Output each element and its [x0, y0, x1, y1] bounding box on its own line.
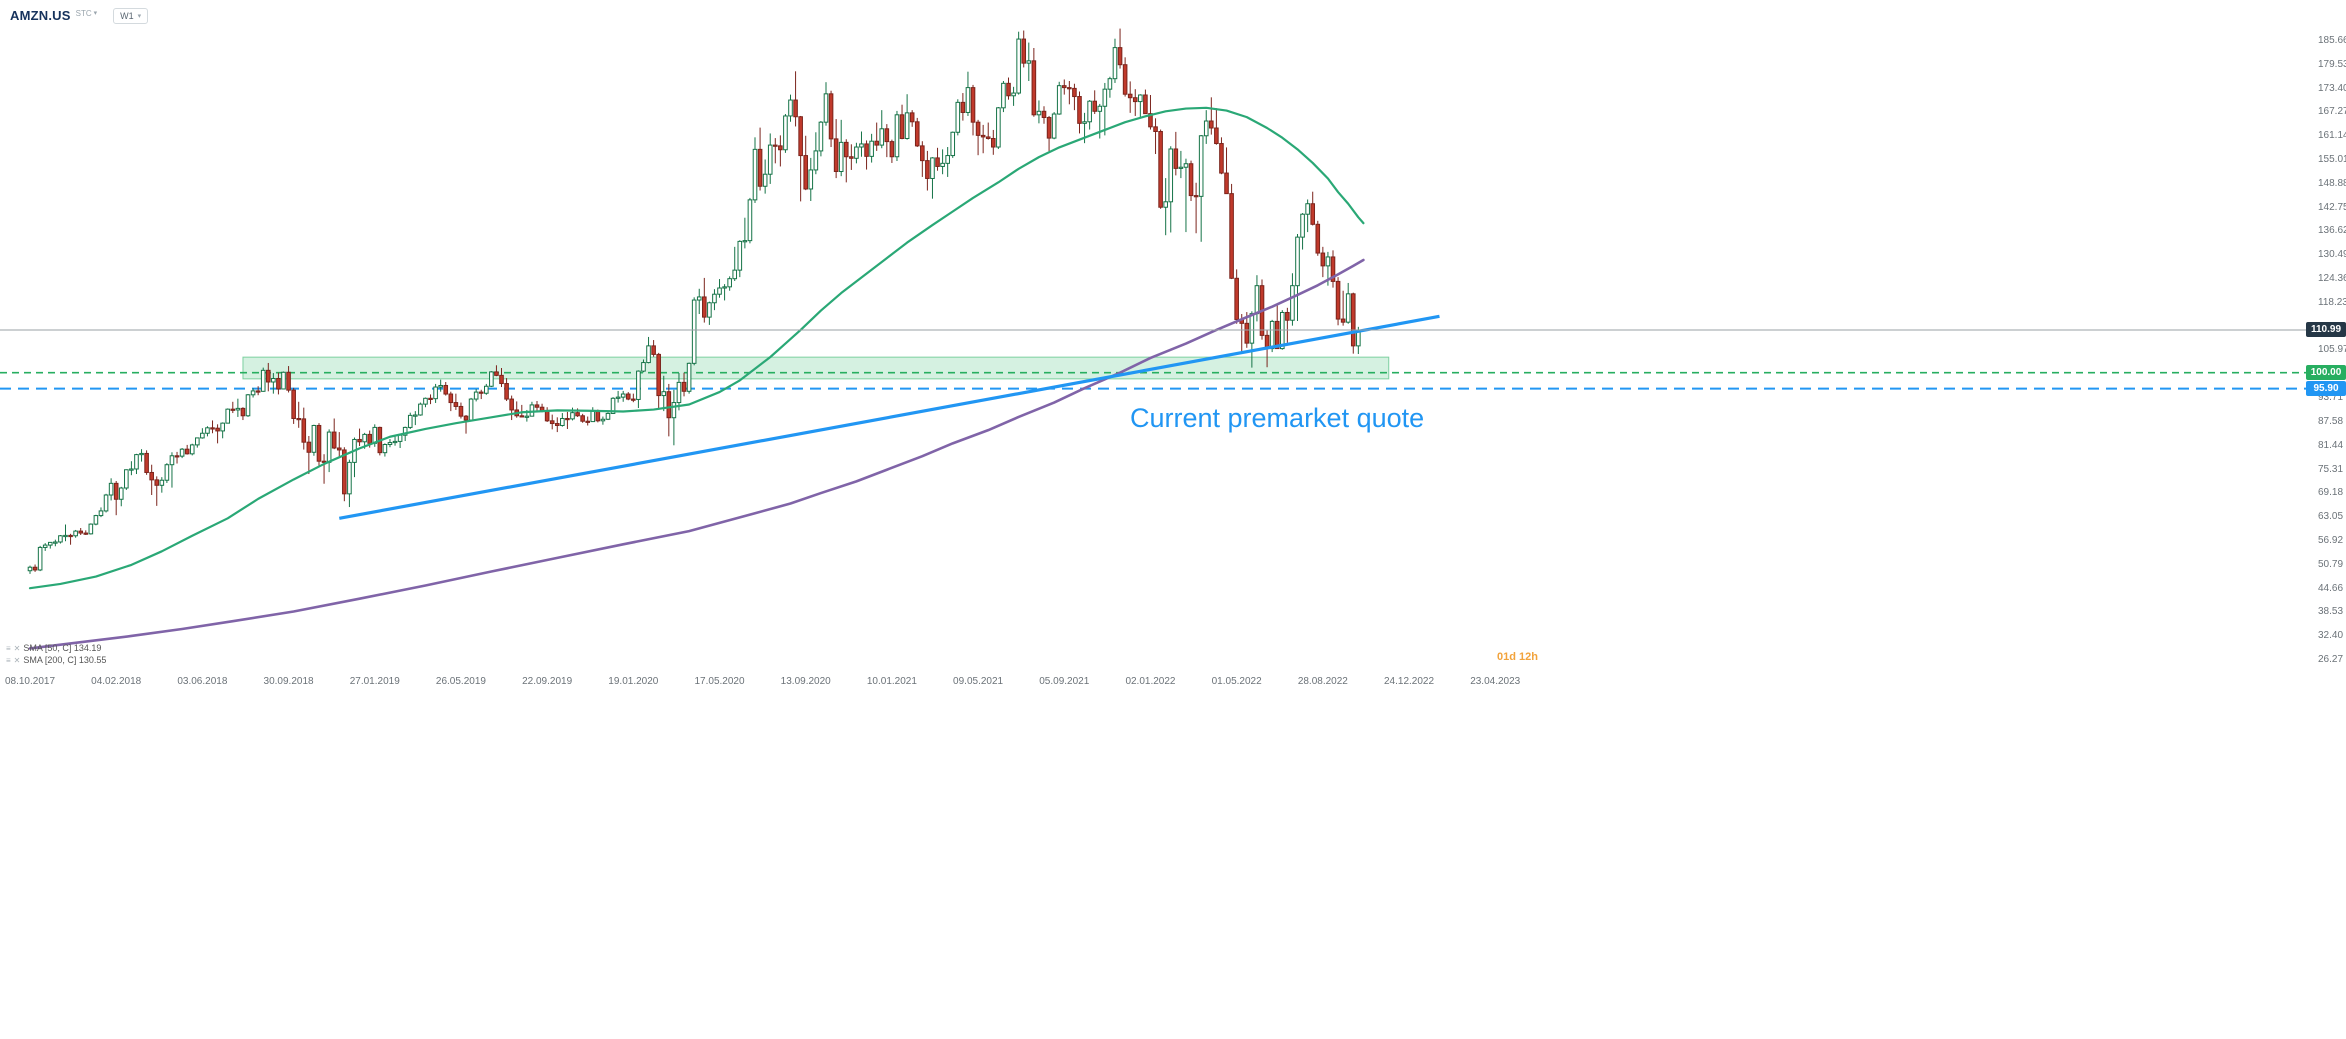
annotation-text: Current premarket quote: [1130, 403, 1425, 433]
price-tick-label: 93.71: [2318, 392, 2344, 404]
price-tick-label: 118.23: [2318, 296, 2346, 308]
time-tick-label: 22.09.2019: [522, 676, 573, 687]
price-tick-label: 69.18: [2318, 487, 2344, 499]
support-level-badge: 100.00: [2306, 365, 2346, 381]
current-price-badge: 110.99: [2306, 322, 2346, 338]
time-tick-label: 19.01.2020: [608, 676, 659, 687]
symbol-label[interactable]: AMZN.US: [10, 8, 71, 23]
time-tick-label: 05.09.2021: [1039, 676, 1090, 687]
price-tick-label: 179.53: [2318, 58, 2346, 70]
indicator-label: SMA [200, C] 130.55: [23, 655, 107, 665]
time-tick-label: 08.10.2017: [4, 676, 56, 687]
time-tick-label: 13.09.2020: [780, 676, 831, 687]
chart-header: AMZN.US STC ▾ W1 ▾: [10, 8, 149, 24]
menu-icon[interactable]: ≡: [6, 643, 11, 653]
close-icon[interactable]: ✕: [13, 655, 21, 665]
price-tick-label: 81.44: [2318, 439, 2344, 451]
price-tick-label: 87.58: [2318, 415, 2344, 427]
bar-countdown: 01d 12h: [1497, 651, 1538, 663]
time-tick-label: 24.12.2022: [1384, 676, 1435, 687]
price-tick-label: 155.01: [2318, 154, 2346, 166]
time-tick-label: 02.01.2022: [1125, 676, 1176, 687]
price-tick-label: 38.53: [2318, 606, 2344, 618]
time-tick-label: 30.09.2018: [263, 676, 314, 687]
time-tick-label: 01.05.2022: [1211, 676, 1262, 687]
time-tick-label: 27.01.2019: [349, 676, 400, 687]
time-tick-label: 03.06.2018: [177, 676, 228, 687]
market-code: STC: [75, 9, 92, 18]
price-tick-label: 32.40: [2318, 630, 2344, 642]
time-tick-label: 09.05.2021: [953, 676, 1004, 687]
timeframe-button[interactable]: W1 ▾: [113, 8, 149, 24]
price-tick-label: 142.75: [2318, 201, 2346, 213]
price-tick-label: 167.27: [2318, 106, 2346, 118]
price-tick-label: 148.88: [2318, 177, 2346, 189]
price-tick-label: 56.92: [2318, 534, 2344, 546]
chevron-down-icon: ▾: [137, 12, 142, 20]
time-tick-label: 23.04.2023: [1470, 676, 1521, 687]
price-tick-label: 161.14: [2318, 130, 2346, 142]
price-tick-label: 105.97: [2318, 344, 2346, 356]
market-label[interactable]: STC ▾: [76, 9, 98, 18]
premarket-level-badge: 95.90: [2306, 381, 2346, 397]
indicator-legend-sma-50: ≡ ✕ SMA [50, C] 134.19: [6, 642, 106, 654]
menu-icon[interactable]: ≡: [6, 655, 11, 665]
time-tick-label: 10.01.2021: [866, 676, 917, 687]
price-tick-label: 63.05: [2318, 511, 2344, 523]
price-tick-label: 26.27: [2318, 654, 2344, 665]
chevron-down-icon: ▾: [93, 10, 98, 17]
close-icon[interactable]: ✕: [13, 643, 21, 653]
indicator-legend: ≡ ✕ SMA [50, C] 134.19 ≡ ✕ SMA [200, C] 130.5…: [6, 642, 106, 666]
price-tick-label: 130.49: [2318, 249, 2346, 261]
price-tick-label: 173.40: [2318, 82, 2346, 94]
time-tick-label: 04.02.2018: [91, 676, 142, 687]
price-tick-label: 44.66: [2318, 582, 2344, 594]
price-tick-label: 124.36: [2318, 273, 2346, 285]
price-tick-label: 50.79: [2318, 558, 2344, 570]
indicator-legend-sma-200: ≡ ✕ SMA [200, C] 130.55: [6, 654, 106, 666]
time-tick-label: 28.08.2022: [1297, 676, 1348, 687]
price-tick-label: 185.66: [2318, 35, 2346, 46]
indicator-label: SMA [50, C] 134.19: [23, 643, 102, 653]
price-tick-label: 75.31: [2318, 463, 2344, 475]
time-tick-label: 17.05.2020: [694, 676, 745, 687]
price-tick-label: 136.62: [2318, 225, 2346, 237]
time-tick-label: 26.05.2019: [435, 676, 486, 687]
timeframe-label: W1: [120, 11, 134, 21]
